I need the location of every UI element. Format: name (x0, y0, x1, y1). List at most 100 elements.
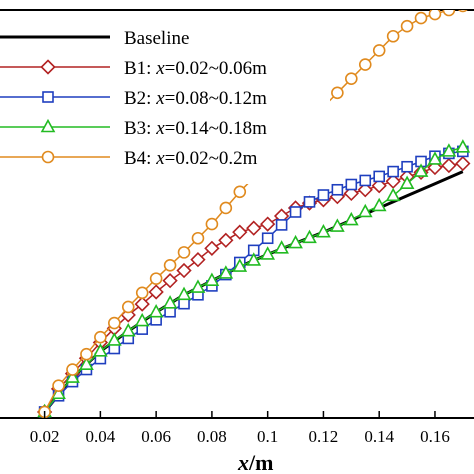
legend-marker (42, 91, 54, 103)
data-point (316, 224, 331, 238)
data-point (274, 240, 289, 254)
data-point (176, 286, 192, 301)
data-point (178, 297, 190, 310)
data-point (246, 252, 262, 266)
data-point (373, 170, 386, 183)
data-point (331, 86, 344, 100)
data-point (288, 234, 303, 249)
legend-label: B4: x=0.02~0.2m (124, 148, 258, 169)
data-point (399, 175, 415, 190)
data-point (345, 72, 358, 85)
data-point (120, 322, 136, 337)
data-point (79, 356, 94, 370)
x-tick-label: 0.06 (141, 427, 171, 446)
data-point (246, 220, 262, 236)
data-point (458, 10, 468, 13)
legend-label-var: x (155, 88, 165, 109)
x-axis-title-unit: /m (248, 450, 273, 474)
legend-marker (40, 59, 56, 75)
plot-frame (0, 9, 474, 419)
data-point (218, 232, 234, 248)
data-point (357, 182, 373, 198)
data-point (219, 201, 233, 215)
data-point (303, 196, 316, 208)
data-point (413, 163, 429, 177)
data-point (414, 11, 428, 25)
legend-item: B3: x=0.14~0.18m (0, 118, 267, 139)
data-point (441, 143, 457, 157)
data-point (455, 155, 471, 172)
data-point (163, 259, 177, 272)
x-axis-ticks: 0.02 0.04 0.06 0.08 0.1 0.12 0.14 0.16 (30, 411, 450, 446)
data-point (357, 203, 373, 218)
data-point (148, 284, 164, 300)
data-point (359, 174, 372, 187)
data-point (330, 218, 345, 232)
x-tick-label: 0.02 (30, 427, 60, 446)
data-point (232, 224, 248, 240)
data-point (455, 139, 471, 153)
legend-label: B2: x=0.08~0.12m (124, 88, 267, 109)
legend-label-range: =0.14~0.18m (165, 118, 267, 139)
data-point (176, 262, 192, 279)
legend-item: B4: x=0.02~0.2m (0, 148, 258, 169)
data-point (401, 160, 413, 173)
data-point (65, 369, 80, 383)
data-point (93, 343, 108, 357)
data-point (371, 178, 387, 194)
data-point (66, 363, 79, 376)
legend-label-prefix: B4: (124, 148, 156, 169)
data-point (190, 279, 206, 293)
data-point (134, 312, 150, 327)
data-point (386, 29, 400, 43)
data-point (191, 231, 205, 245)
data-point (442, 10, 456, 17)
legend-label-prefix: B1: (124, 58, 156, 79)
data-point (372, 44, 386, 57)
data-point (260, 216, 276, 232)
data-point (275, 219, 288, 231)
x-axis-title: x/m (237, 450, 273, 474)
legend-label: Baseline (124, 28, 189, 49)
x-axis-title-var: x (237, 450, 249, 474)
legend-label-prefix: B2: (124, 88, 156, 109)
legend-label: B3: x=0.14~0.18m (124, 118, 267, 139)
x-tick-label: 0.1 (257, 427, 278, 446)
data-point (371, 197, 387, 212)
data-point (177, 246, 191, 259)
data-point (205, 217, 219, 231)
data-point (331, 183, 344, 196)
legend-marker (40, 118, 56, 133)
data-point (317, 189, 330, 201)
legend-label-range: =0.08~0.12m (165, 88, 267, 109)
data-point (385, 187, 401, 202)
legend-label-prefix: B3: (124, 118, 156, 139)
data-point (302, 229, 317, 244)
legend-label-var: x (155, 118, 165, 139)
data-point (121, 300, 135, 314)
legend-item: Baseline (0, 28, 189, 49)
x-tick-label: 0.14 (364, 427, 394, 446)
data-point (345, 178, 358, 191)
legend-marker (41, 150, 55, 164)
data-point (289, 206, 302, 218)
data-point (135, 286, 149, 300)
legend-label-range: =0.02~0.06m (165, 58, 267, 79)
data-point (190, 252, 206, 268)
series-line (43, 170, 464, 413)
data-point (343, 211, 359, 226)
data-point (233, 185, 247, 199)
data-point (80, 347, 93, 361)
legend-label-var: x (155, 148, 165, 169)
x-tick-label: 0.12 (309, 427, 339, 446)
legend-item: B1: x=0.02~0.06m (0, 58, 267, 79)
legend-label-var: x (155, 58, 165, 79)
x-tick-label: 0.08 (197, 427, 227, 446)
data-point (106, 332, 122, 346)
data-point (149, 272, 163, 285)
data-point (387, 165, 399, 178)
data-point (204, 272, 220, 286)
data-point (358, 58, 372, 71)
data-point (162, 295, 178, 309)
